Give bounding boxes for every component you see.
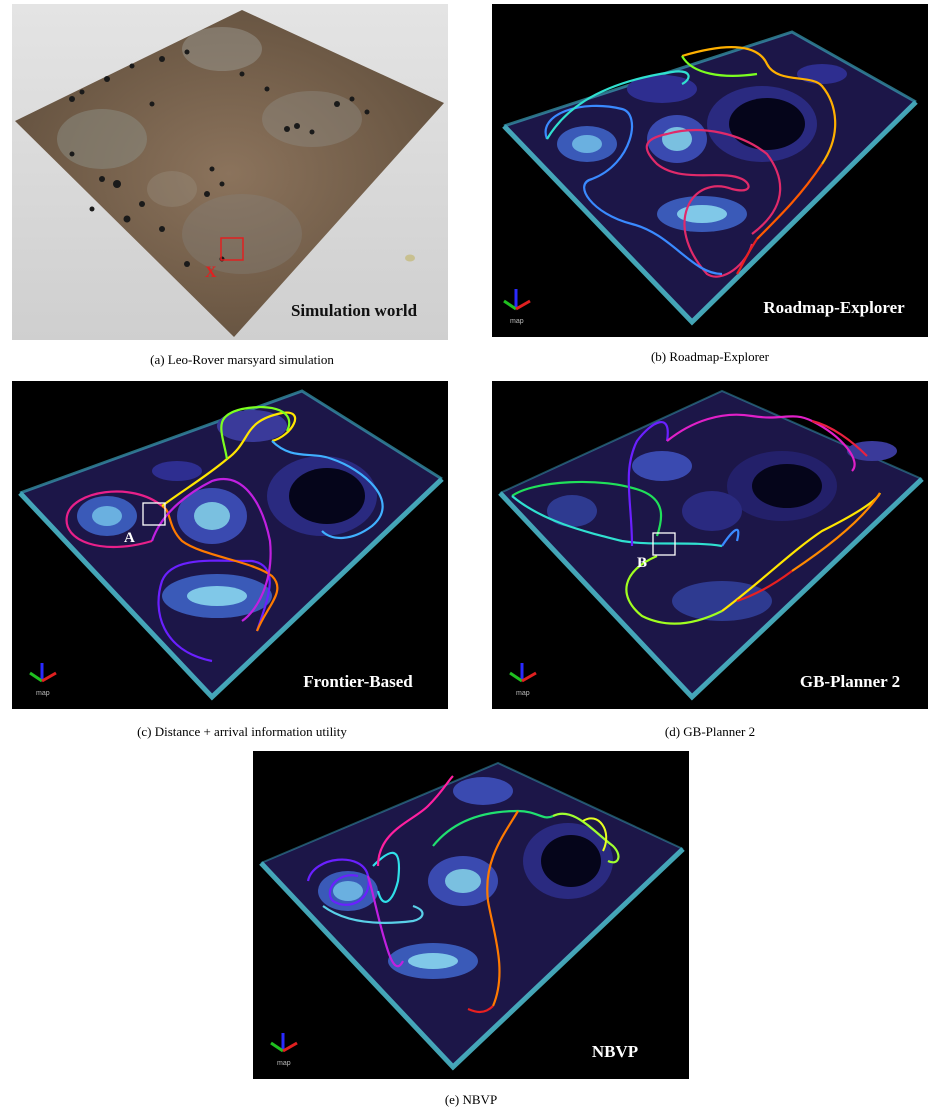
svg-text:map: map bbox=[516, 690, 530, 697]
panel-b-roadmap-explorer: map Roadmap-Explorer bbox=[492, 4, 928, 337]
trajectory-frontier-based bbox=[157, 559, 271, 663]
panel-e-title: NBVP bbox=[592, 1042, 638, 1061]
roadmap-explorer-map: map Roadmap-Explorer bbox=[502, 30, 918, 326]
caption-d: (d) GB-Planner 2 bbox=[664, 724, 756, 739]
start-marker-box bbox=[220, 237, 244, 261]
simulation-world-render: X Simulation world bbox=[12, 4, 448, 340]
panel-c-frontier-based: A map Frontier-Based bbox=[12, 381, 448, 709]
region-marker-label: A bbox=[124, 530, 135, 546]
map-axes-icon: map bbox=[503, 289, 531, 325]
frontier-based-map: A map Frontier-Based bbox=[18, 389, 444, 701]
svg-text:map: map bbox=[277, 1060, 291, 1067]
panel-d-title: GB-Planner 2 bbox=[800, 672, 900, 691]
svg-text:map: map bbox=[510, 318, 524, 325]
nbvp-map: map NBVP bbox=[259, 761, 685, 1071]
start-marker-label: X bbox=[205, 264, 217, 281]
trajectory-gb-planner-2 bbox=[511, 480, 663, 537]
panel-a-title: Simulation world bbox=[291, 301, 418, 320]
caption-e: (e) NBVP bbox=[444, 1092, 498, 1107]
gb-planner-map: B map GB-Planner 2 bbox=[498, 389, 924, 701]
terrain-surface bbox=[15, 10, 444, 337]
trajectory-roadmap-explorer bbox=[645, 128, 782, 278]
map-axes-icon: map bbox=[509, 663, 537, 697]
caption-c: (c) Distance + arrival information utili… bbox=[137, 724, 347, 739]
caption-a: (a) Leo-Rover marsyard simulation bbox=[150, 352, 334, 367]
map-axes-icon: map bbox=[270, 1033, 298, 1067]
trajectory-nbvp bbox=[306, 858, 370, 906]
occupancy-map bbox=[504, 32, 916, 322]
panel-a-simulation-world: X Simulation world bbox=[12, 4, 448, 340]
occupancy-map bbox=[261, 763, 683, 1067]
panel-e-nbvp: map NBVP bbox=[253, 751, 689, 1079]
caption-b: (b) Roadmap-Explorer bbox=[650, 349, 770, 364]
region-marker-box bbox=[142, 502, 166, 526]
region-marker-label: B bbox=[637, 555, 647, 571]
panel-d-gb-planner-2: B map GB-Planner 2 bbox=[492, 381, 928, 709]
svg-text:map: map bbox=[36, 690, 50, 697]
map-axes-icon: map bbox=[29, 663, 57, 697]
panel-b-title: Roadmap-Explorer bbox=[763, 298, 905, 317]
region-marker-box bbox=[652, 532, 676, 556]
panel-c-title: Frontier-Based bbox=[303, 672, 413, 691]
